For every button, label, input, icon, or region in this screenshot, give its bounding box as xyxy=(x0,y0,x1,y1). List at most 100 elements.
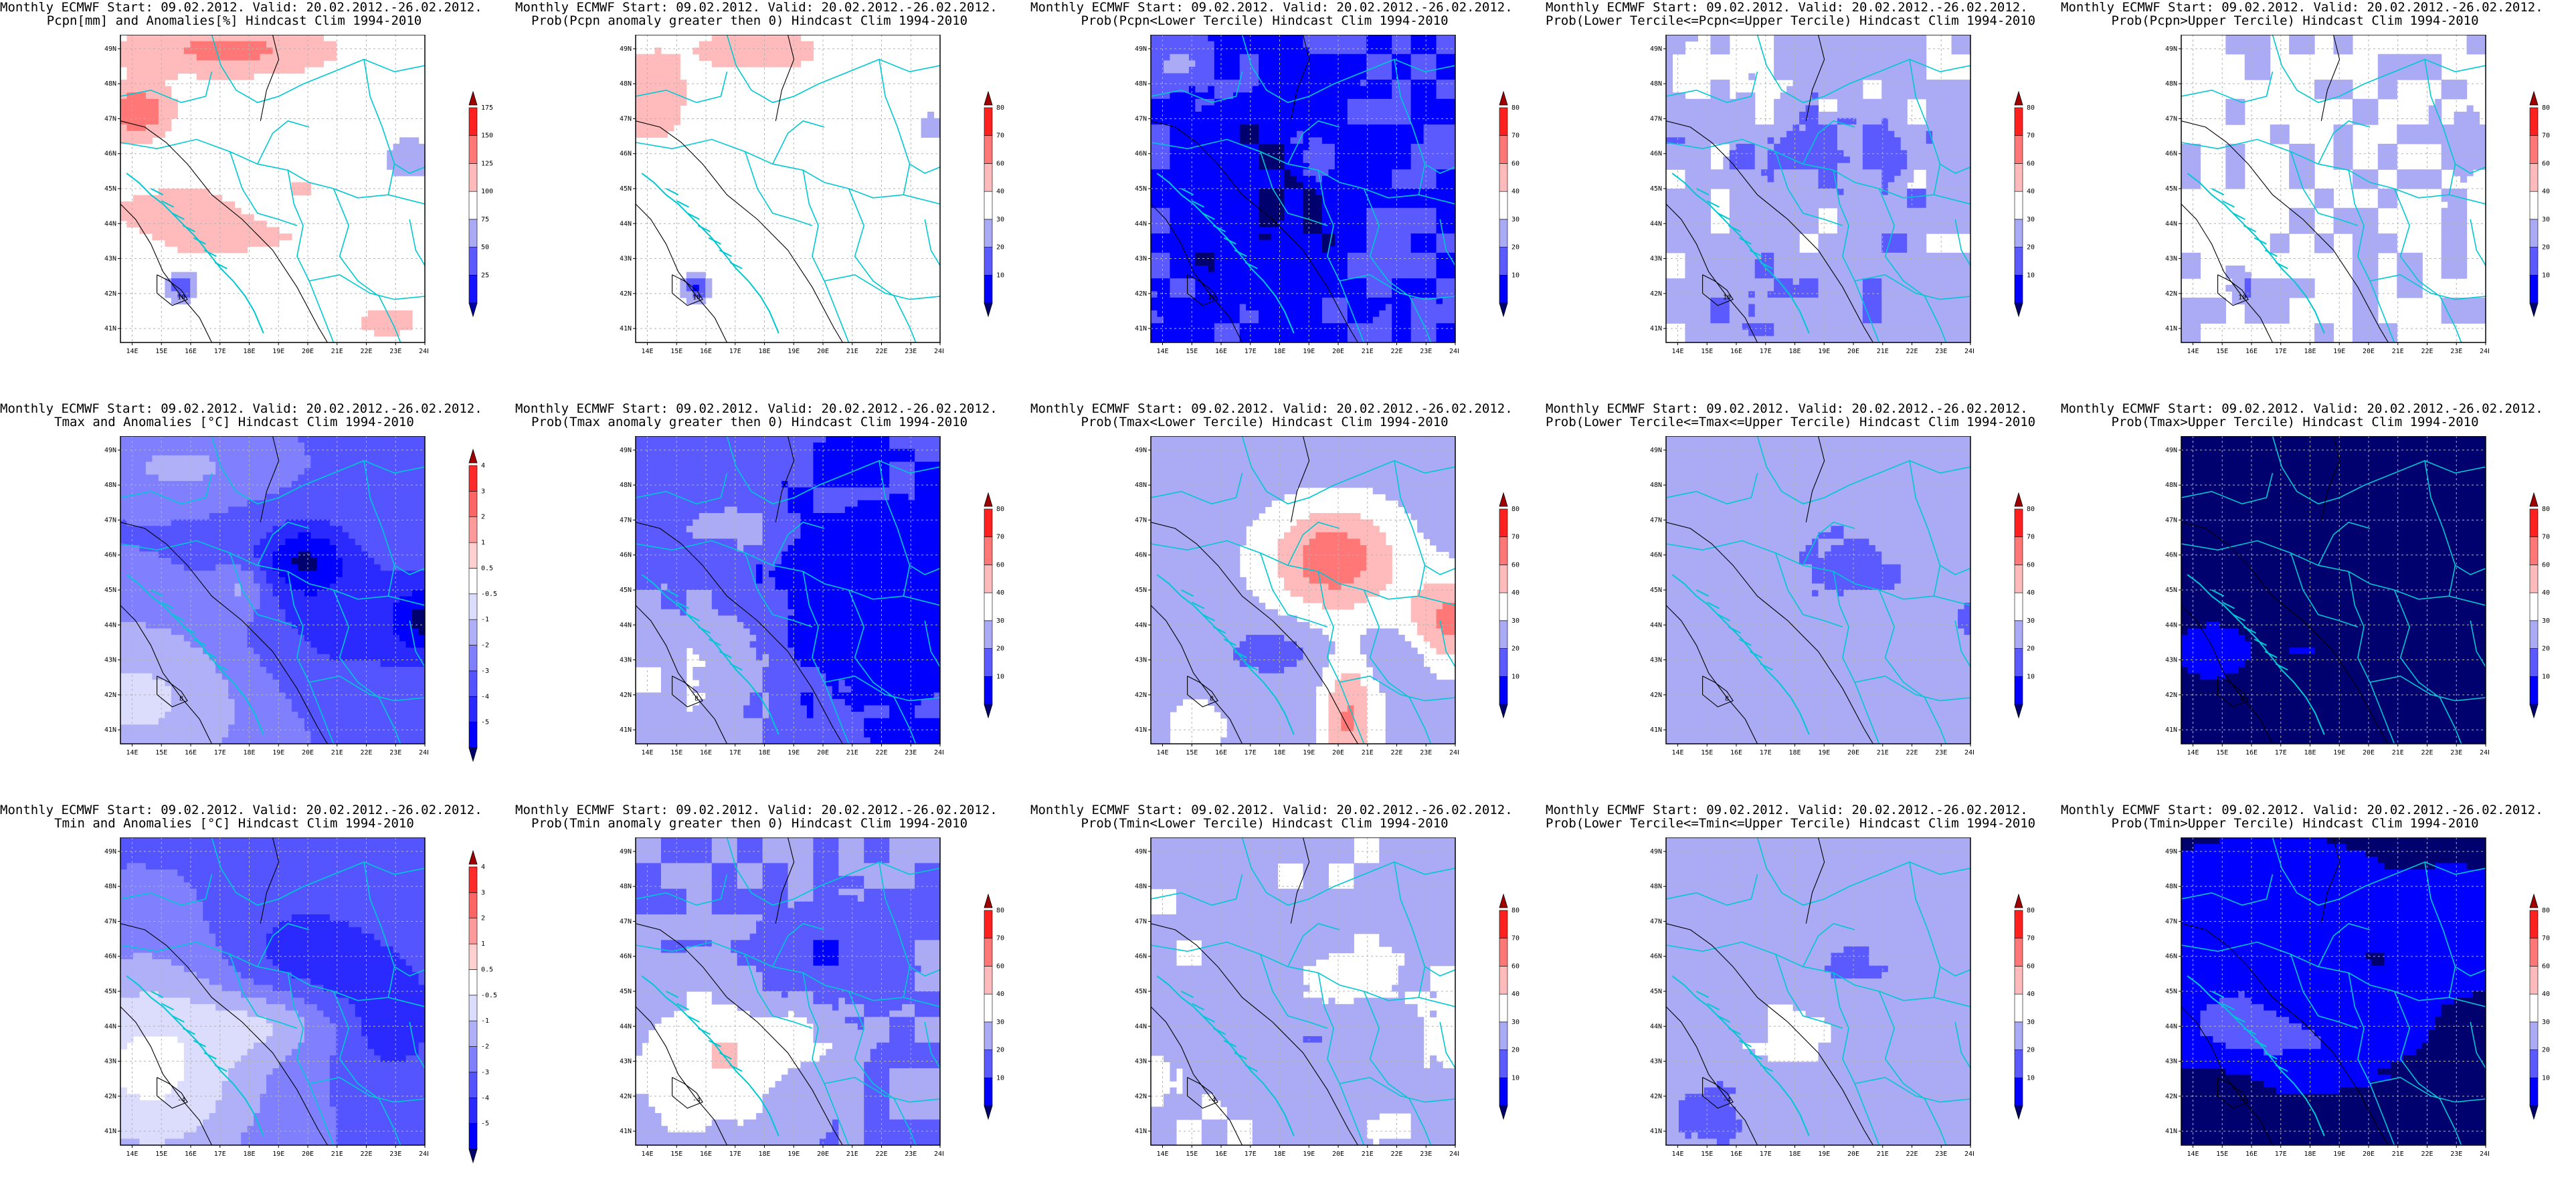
panel-title: Tmin and Anomalies [°C] Hindcast Clim 19… xyxy=(0,816,468,831)
lon-tick-label: 22E xyxy=(360,348,372,355)
colorbar-label: 30 xyxy=(996,1019,1004,1026)
lon-tick-label: 18E xyxy=(758,348,770,355)
lon-tick-label: 20E xyxy=(1332,1150,1344,1158)
forecast-map: 10 14E 15E 16E 17E 18E 19E 20E 21E 22E 23E 24E 41N 42… xyxy=(1650,35,1974,355)
isoline-label: 10 xyxy=(177,294,185,302)
lon-tick-label: 22E xyxy=(1906,348,1918,355)
lon-tick-label: 22E xyxy=(1390,348,1402,355)
lon-tick-label: 23E xyxy=(1935,749,1947,757)
isoline-label: 10 xyxy=(2238,294,2246,302)
lon-tick-label: 22E xyxy=(2421,749,2433,757)
colorbar: 1020304060708090 xyxy=(2014,492,2035,719)
lon-tick-label: 21E xyxy=(1877,749,1889,757)
colorbar-label: 20 xyxy=(2027,645,2035,653)
lon-tick-label: 15E xyxy=(155,1150,167,1158)
colorbar-label: -4 xyxy=(481,1094,489,1102)
lat-tick-label: 46N xyxy=(620,552,632,559)
lon-tick-label: 21E xyxy=(331,1150,343,1158)
lat-tick-label: 45N xyxy=(1135,587,1147,594)
colorbar-label: 40 xyxy=(2027,991,2035,998)
colorbar-label: 20 xyxy=(996,645,1004,653)
forecast-map: 10 14E 15E 16E 17E 18E 19E 20E 21E 22E 23E 24E 41N 42… xyxy=(620,35,943,355)
colorbar-label: 60 xyxy=(2542,160,2550,167)
colorbar-label: 80 xyxy=(1511,104,1520,112)
lat-tick-label: 41N xyxy=(1135,726,1147,734)
colorbar-label: 4 xyxy=(481,864,485,871)
isoline-label: 8 xyxy=(1725,696,1729,703)
lat-tick-label: 45N xyxy=(620,988,632,995)
lon-tick-label: 16E xyxy=(1215,749,1227,757)
forecast-map: 10 14E 15E 16E 17E 18E 19E 20E 21E 22E 23E 24E 41N 42… xyxy=(1135,35,1459,355)
lat-tick-label: 43N xyxy=(1135,256,1147,263)
lon-tick-label: 14E xyxy=(2187,1150,2199,1158)
lon-tick-label: 19E xyxy=(1818,1150,1830,1158)
panel-precip-prob-lower: Monthly ECMWF Start: 09.02.2012. Valid: … xyxy=(1030,0,1546,401)
colorbar-label: 70 xyxy=(1511,935,1520,942)
lon-tick-label: 19E xyxy=(272,1150,284,1158)
lat-tick-label: 44N xyxy=(1135,621,1147,629)
lon-tick-label: 15E xyxy=(670,1150,682,1158)
lon-tick-label: 19E xyxy=(788,1150,800,1158)
lon-tick-label: 16E xyxy=(1215,1150,1227,1158)
lon-tick-label: 21E xyxy=(331,749,343,757)
colorbar: 1020304060708090 xyxy=(2529,492,2550,719)
lat-tick-label: 45N xyxy=(1650,988,1662,995)
lon-tick-label: 21E xyxy=(1877,348,1889,355)
lat-tick-label: 48N xyxy=(620,80,632,88)
lon-tick-label: 14E xyxy=(641,749,653,757)
lon-tick-label: 18E xyxy=(1273,1150,1285,1158)
lat-tick-label: 47N xyxy=(104,516,116,524)
lon-tick-label: 14E xyxy=(126,749,138,757)
lat-tick-label: 46N xyxy=(2165,150,2177,158)
lat-tick-label: 47N xyxy=(2165,918,2177,925)
lat-tick-label: 48N xyxy=(620,883,632,890)
lon-tick-label: 20E xyxy=(302,348,314,355)
colorbar-label: 10 xyxy=(996,673,1004,680)
colorbar: 1020304060708090 xyxy=(1499,90,1520,318)
isoline-label: 10 xyxy=(693,294,701,302)
isoline-label: 8 xyxy=(2240,696,2244,703)
lat-tick-label: 41N xyxy=(2165,726,2177,734)
lon-tick-label: 20E xyxy=(302,749,314,757)
lon-tick-label: 15E xyxy=(1701,749,1713,757)
lon-tick-label: 24E xyxy=(1449,348,1459,355)
lon-tick-label: 23E xyxy=(1420,1150,1432,1158)
lon-tick-label: 17E xyxy=(2275,1150,2287,1158)
lat-tick-label: 46N xyxy=(1650,552,1662,559)
lat-tick-label: 47N xyxy=(1650,115,1662,122)
lon-tick-label: 22E xyxy=(1390,1150,1402,1158)
lat-tick-label: 45N xyxy=(104,988,116,995)
lon-tick-label: 19E xyxy=(272,348,284,355)
lon-tick-label: 21E xyxy=(846,749,858,757)
lon-tick-label: 23E xyxy=(1420,749,1432,757)
lon-tick-label: 18E xyxy=(243,749,255,757)
lat-tick-label: 42N xyxy=(1135,692,1147,699)
lon-tick-label: 19E xyxy=(1818,749,1830,757)
lon-tick-label: 24E xyxy=(1964,1150,1974,1158)
colorbar-label: 25 xyxy=(481,272,489,279)
colorbar-label: 3 xyxy=(481,488,485,495)
lon-tick-label: 17E xyxy=(2275,749,2287,757)
colorbar: 1020304060708090 xyxy=(2529,893,2550,1120)
lon-tick-label: 24E xyxy=(1964,749,1974,757)
lon-tick-label: 22E xyxy=(1906,1150,1918,1158)
lat-tick-label: 42N xyxy=(620,692,632,699)
colorbar-label: -0.5 xyxy=(481,591,497,598)
lon-tick-label: 15E xyxy=(1186,749,1198,757)
lat-tick-label: 49N xyxy=(1650,447,1662,454)
colorbar-label: 70 xyxy=(2027,534,2035,541)
colorbar-label: 80 xyxy=(2027,506,2035,513)
lon-tick-label: 18E xyxy=(1788,348,1801,355)
lat-tick-label: 47N xyxy=(620,115,632,122)
lat-tick-label: 47N xyxy=(1650,918,1662,925)
lat-tick-label: 41N xyxy=(1650,1128,1662,1135)
lon-tick-label: 24E xyxy=(419,1150,428,1158)
lat-tick-label: 46N xyxy=(1650,953,1662,961)
colorbar-label: 1 xyxy=(481,940,485,948)
colorbar-label: 3 xyxy=(481,889,485,896)
lon-tick-label: 20E xyxy=(817,348,829,355)
colorbar-label: 20 xyxy=(1511,244,1520,252)
colorbar-label: 60 xyxy=(996,963,1004,970)
lat-tick-label: 49N xyxy=(2165,447,2177,454)
colorbar-label: -3 xyxy=(481,668,489,675)
